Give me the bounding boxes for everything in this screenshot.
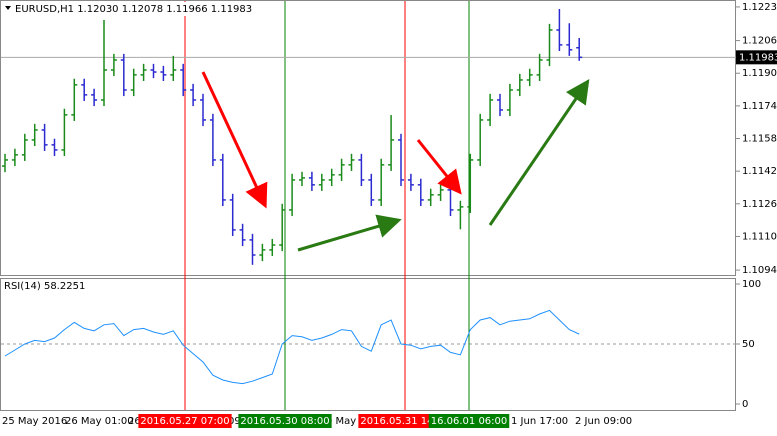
- rsi-header: RSI(14) 58.2251: [4, 281, 85, 292]
- vline-label-text: 2016.05.30 08:00: [240, 416, 329, 427]
- y-tick-label: 1.12065: [742, 36, 777, 47]
- vline-label: 2016.05.31 14:00: [358, 414, 452, 428]
- trend-arrow: [201, 71, 268, 209]
- x-tick-label: 2 Jun 09:00: [575, 416, 632, 427]
- y-tick-label: 50: [742, 339, 755, 350]
- plot: 1.12230 1.12065 1.11905 1.11745 1.11585 1.114…: [1, 1, 777, 428]
- y-tick-label: 1.12230: [742, 2, 777, 13]
- vline-label: 2016.05.27 07:00: [138, 414, 232, 428]
- vline-label-text: 2016.05.27 07:00: [140, 416, 229, 427]
- header-icon: [5, 6, 11, 10]
- header-bg: [2, 2, 232, 16]
- vline-label-box: [238, 414, 332, 428]
- y-tick-label: 1.11905: [742, 68, 777, 79]
- price-panel: [0, 0, 736, 276]
- vline-label-box: [428, 414, 510, 428]
- chart-header: EURUSD,H1 1.12030 1.12078 1.11966 1.1198…: [15, 4, 252, 15]
- vline-label: 16.06.01 06:00: [428, 414, 510, 428]
- y-tick-label: 0: [742, 399, 748, 410]
- current-price-box: [736, 50, 777, 65]
- vline-label-box: [358, 414, 452, 428]
- x-tick-label: 0 May 17: [326, 416, 372, 427]
- trend-arrow: [297, 214, 402, 252]
- vline-label: 2016.05.30 08:00: [238, 414, 332, 428]
- x-tick-label: 25 May 2016: [2, 416, 67, 427]
- x-tick-label: 26 May 01:00: [65, 416, 134, 427]
- vline-label-box: [138, 414, 232, 428]
- trend-arrow: [416, 139, 462, 195]
- current-price-label: 1.11983: [739, 52, 777, 63]
- y-tick-label: 1.11745: [742, 101, 777, 112]
- rsi-line: [4, 309, 580, 385]
- vline-label-text: 2016.05.31 14:00: [360, 416, 449, 427]
- y-tick-label: 1.11265: [742, 199, 777, 210]
- y-tick-label: 1.11425: [742, 166, 777, 177]
- y-tick-label: 1.11585: [742, 134, 777, 145]
- x-tick-label: 09:: [228, 416, 244, 427]
- x-tick-label: 1 Jun 17:00: [511, 416, 568, 427]
- y-tick-label: 100: [742, 279, 761, 290]
- y-tick-label: 1.11105: [742, 231, 777, 242]
- trend-arrow: [488, 79, 590, 226]
- vline-label-text: 16.06.01 06:00: [431, 416, 508, 427]
